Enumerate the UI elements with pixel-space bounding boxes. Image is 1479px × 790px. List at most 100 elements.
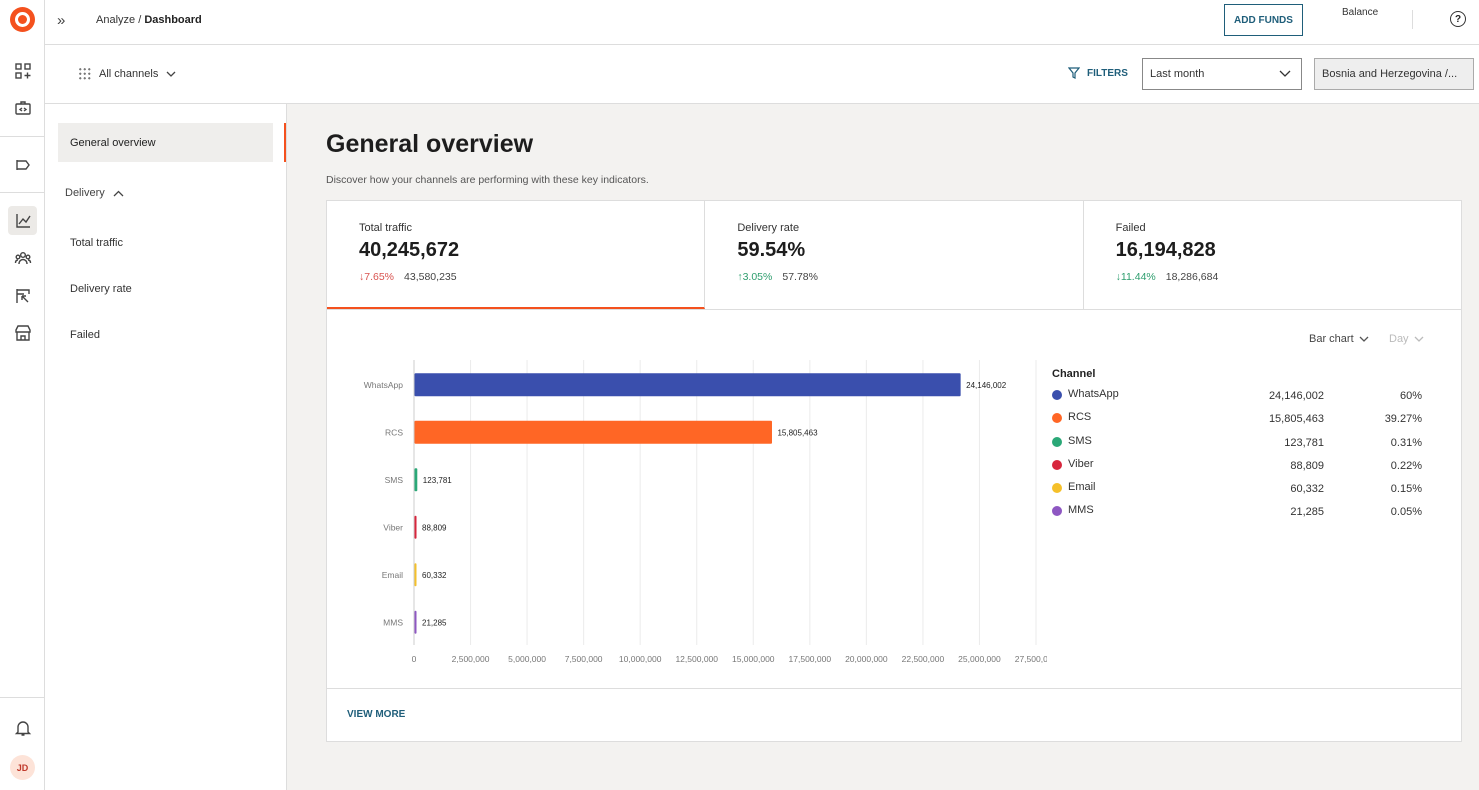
legend-value: 15,805,463 bbox=[1268, 413, 1324, 426]
period-value: Last month bbox=[1150, 68, 1205, 80]
legend-row[interactable]: Viber 88,809 0.22% bbox=[1052, 456, 1422, 479]
kpi-change: ↓7.65% bbox=[359, 271, 395, 283]
chart-card: Bar chart Day 0 2,500,000 5,000,000 7,500,0… bbox=[326, 310, 1462, 742]
main-content: General overview Discover how your chann… bbox=[287, 104, 1479, 790]
bar-value-label: 15,805,463 bbox=[777, 428, 818, 437]
kpi-value: 40,245,672 bbox=[359, 239, 460, 261]
legend-percentage: 0.05% bbox=[1390, 506, 1422, 519]
kpi-previous: 57.78% bbox=[782, 271, 818, 283]
expand-sidebar-icon[interactable]: » bbox=[57, 12, 66, 29]
granularity-label: Day bbox=[1389, 333, 1409, 345]
filters-label: FILTERS bbox=[1087, 67, 1128, 79]
bar-viber bbox=[414, 515, 417, 539]
active-indicator bbox=[284, 123, 286, 162]
x-tick-label: 10,000,000 bbox=[619, 654, 662, 664]
nav-group-label: Delivery bbox=[65, 187, 105, 199]
bar-value-label: 21,285 bbox=[422, 618, 447, 627]
filters-button[interactable]: FILTERS bbox=[1068, 67, 1128, 79]
campaign-icon[interactable] bbox=[8, 150, 37, 179]
legend-row[interactable]: Email 60,332 0.15% bbox=[1052, 479, 1422, 502]
nav-total-traffic[interactable]: Total traffic bbox=[70, 237, 123, 249]
y-category-label: Email bbox=[382, 570, 403, 580]
y-category-label: WhatsApp bbox=[364, 380, 403, 390]
avatar[interactable]: JD bbox=[10, 755, 35, 780]
legend-dot-icon bbox=[1052, 506, 1062, 517]
page-title: General overview bbox=[326, 130, 534, 158]
kpi-label: Delivery rate bbox=[737, 222, 800, 234]
legend-row[interactable]: SMS 123,781 0.31% bbox=[1052, 433, 1422, 456]
kpi-value: 16,194,828 bbox=[1115, 239, 1216, 261]
add-funds-button[interactable]: ADD FUNDS bbox=[1224, 4, 1303, 36]
bar-value-label: 60,332 bbox=[422, 571, 447, 580]
x-tick-label: 27,500,000 bbox=[1015, 654, 1047, 664]
legend-dot-icon bbox=[1052, 483, 1062, 494]
legend-row[interactable]: MMS 21,285 0.05% bbox=[1052, 502, 1422, 525]
legend-name: SMS bbox=[1068, 434, 1092, 447]
y-category-label: Viber bbox=[383, 522, 403, 532]
bell-icon[interactable] bbox=[8, 713, 37, 742]
legend-title: Channel bbox=[1052, 368, 1096, 380]
x-tick-label: 7,500,000 bbox=[565, 654, 603, 664]
legend-row[interactable]: WhatsApp 24,146,002 60% bbox=[1052, 386, 1422, 409]
apps-add-icon[interactable] bbox=[8, 56, 37, 85]
kpi-label: Failed bbox=[1115, 222, 1146, 234]
code-briefcase-icon[interactable] bbox=[8, 93, 37, 122]
grid-dots-icon bbox=[78, 67, 91, 80]
help-icon[interactable]: ? bbox=[1450, 11, 1466, 27]
legend-percentage: 60% bbox=[1399, 390, 1422, 402]
x-tick-label: 17,500,000 bbox=[789, 654, 832, 664]
nav-delivery-rate[interactable]: Delivery rate bbox=[70, 283, 132, 295]
kpi-label: Total traffic bbox=[359, 222, 412, 234]
page-subtitle: Discover how your channels are performin… bbox=[326, 174, 649, 186]
legend-value: 24,146,002 bbox=[1268, 390, 1324, 402]
legend-dot-icon bbox=[1052, 390, 1062, 400]
people-icon[interactable] bbox=[8, 243, 37, 272]
country-select[interactable]: Bosnia and Herzegovina /... bbox=[1314, 58, 1474, 90]
x-tick-label: 25,000,000 bbox=[958, 654, 1001, 664]
kpi-change: ↑3.05% bbox=[737, 271, 773, 283]
x-tick-label: 12,500,000 bbox=[675, 654, 718, 664]
nav-group-delivery[interactable]: Delivery bbox=[65, 187, 124, 199]
analytics-side-nav: General overview Delivery Total traffic … bbox=[45, 104, 287, 790]
breadcrumb-section[interactable]: Analyze bbox=[96, 14, 136, 26]
kpi-delivery-rate[interactable]: Delivery rate 59.54% ↑3.05% 57.78% bbox=[705, 201, 1084, 309]
legend-dot-icon bbox=[1052, 413, 1062, 424]
breadcrumb-page: Dashboard bbox=[144, 14, 202, 26]
app-logo[interactable] bbox=[10, 7, 35, 32]
divider bbox=[327, 688, 1461, 689]
legend-row[interactable]: RCS 15,805,463 39.27% bbox=[1052, 409, 1422, 432]
bar-chart: 0 2,500,000 5,000,000 7,500,000 10,000,000 12… bbox=[364, 360, 1047, 664]
nav-general-overview[interactable]: General overview bbox=[58, 123, 273, 162]
nav-failed[interactable]: Failed bbox=[70, 329, 100, 341]
x-tick-label: 15,000,000 bbox=[732, 654, 775, 664]
channels-dropdown[interactable]: All channels bbox=[78, 67, 176, 80]
bar-mms bbox=[414, 610, 417, 634]
x-tick-label: 2,500,000 bbox=[452, 654, 490, 664]
chevron-down-icon bbox=[1279, 70, 1291, 77]
x-tick-label: 20,000,000 bbox=[845, 654, 888, 664]
analytics-icon[interactable] bbox=[8, 206, 37, 235]
chart-type-dropdown[interactable]: Bar chart bbox=[1309, 333, 1369, 345]
period-select[interactable]: Last month bbox=[1142, 58, 1302, 90]
y-category-label: SMS bbox=[385, 475, 404, 485]
granularity-dropdown[interactable]: Day bbox=[1389, 333, 1424, 345]
bar-sms bbox=[414, 468, 418, 492]
kpi-previous: 18,286,684 bbox=[1165, 271, 1219, 283]
legend-value: 21,285 bbox=[1290, 506, 1324, 519]
bar-email bbox=[414, 563, 417, 587]
kpi-change: ↓11.44% bbox=[1115, 271, 1156, 283]
view-more-link[interactable]: VIEW MORE bbox=[347, 709, 406, 720]
bar-value-label: 24,146,002 bbox=[966, 381, 1007, 390]
legend-name: RCS bbox=[1068, 411, 1092, 424]
bar-value-label: 88,809 bbox=[422, 523, 447, 532]
chevron-down-icon bbox=[1414, 336, 1424, 342]
x-tick-label: 5,000,000 bbox=[508, 654, 546, 664]
y-category-label: RCS bbox=[385, 427, 403, 437]
legend-name: WhatsApp bbox=[1068, 388, 1119, 400]
conversations-icon[interactable] bbox=[8, 281, 37, 310]
kpi-failed[interactable]: Failed 16,194,828 ↓11.44% 18,286,684 bbox=[1084, 201, 1461, 309]
legend-percentage: 0.22% bbox=[1390, 459, 1422, 472]
kpi-total-traffic[interactable]: Total traffic 40,245,672 ↓7.65% 43,580,23… bbox=[327, 201, 706, 309]
bar-value-label: 123,781 bbox=[423, 476, 452, 485]
store-icon[interactable] bbox=[8, 318, 37, 347]
